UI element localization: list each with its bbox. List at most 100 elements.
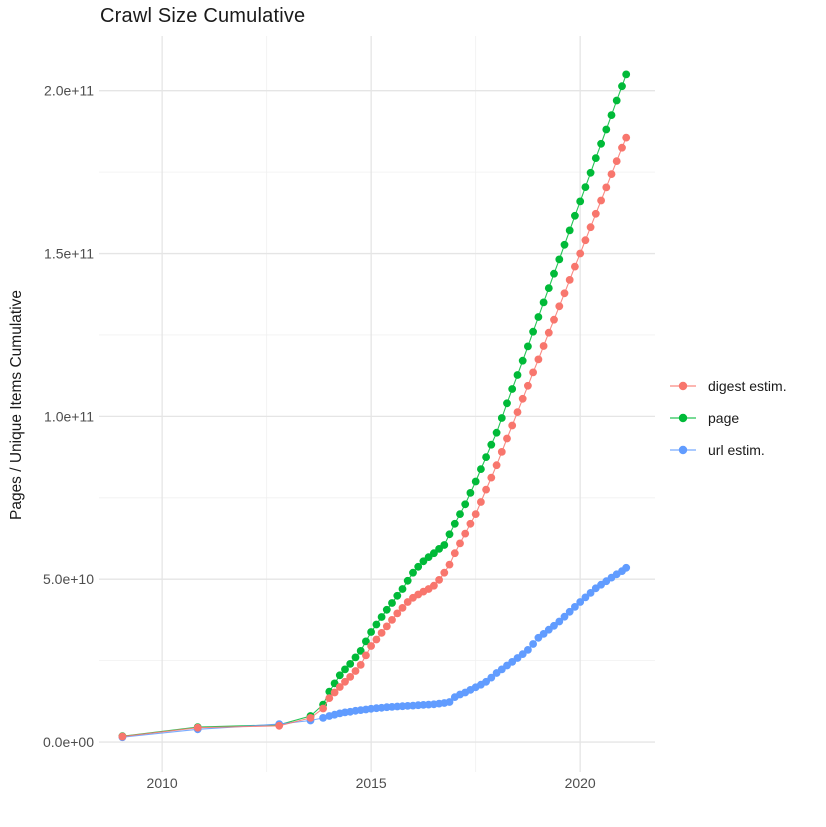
data-point — [335, 683, 344, 691]
data-point — [576, 197, 585, 206]
data-point — [430, 549, 438, 558]
y-axis-title: Pages / Unique Items Cumulative — [8, 289, 25, 521]
data-point — [319, 714, 327, 722]
data-point — [471, 477, 480, 486]
data-point — [518, 356, 527, 365]
data-point — [550, 269, 558, 278]
y-tick-label: 5.0e+10 — [43, 571, 94, 587]
data-point — [550, 315, 558, 324]
data-point — [571, 211, 579, 220]
series-url-estim — [118, 563, 631, 742]
data-point — [330, 688, 339, 697]
data-point — [403, 576, 412, 585]
data-point — [456, 539, 464, 548]
legend-key-icon — [670, 381, 696, 391]
data-point — [529, 368, 537, 377]
data-point — [539, 342, 548, 350]
data-point — [477, 498, 485, 506]
data-point — [377, 629, 386, 637]
data-point — [555, 255, 564, 264]
data-point — [487, 673, 496, 682]
data-point — [471, 510, 480, 518]
legend-item-page: page — [668, 408, 787, 428]
data-point — [565, 607, 574, 616]
data-point — [618, 143, 626, 152]
data-point — [450, 549, 459, 558]
data-point — [382, 622, 391, 631]
data-point — [534, 313, 543, 321]
data-point — [367, 642, 375, 650]
data-point — [497, 414, 506, 422]
data-point — [346, 673, 355, 681]
data-point — [524, 342, 532, 351]
data-point — [482, 677, 490, 686]
data-point — [346, 660, 355, 668]
data-point — [503, 399, 511, 408]
data-point — [335, 671, 344, 680]
data-point — [445, 530, 454, 539]
data-point — [597, 139, 605, 148]
data-point — [612, 96, 621, 105]
data-point — [544, 284, 553, 292]
data-point — [487, 440, 496, 449]
data-point — [341, 665, 349, 674]
data-point — [565, 276, 574, 284]
data-point — [440, 568, 449, 577]
data-point — [325, 694, 334, 702]
y-tick-label: 1.5e+11 — [44, 246, 94, 262]
data-point — [445, 560, 454, 569]
data-point — [612, 157, 621, 166]
data-point — [565, 226, 574, 235]
data-point — [586, 223, 595, 232]
data-point — [550, 621, 558, 630]
data-point — [487, 473, 496, 482]
data-point — [524, 381, 532, 390]
y-tick-label: 1.0e+11 — [44, 408, 94, 424]
data-point — [581, 183, 590, 192]
data-point — [482, 485, 490, 494]
data-point — [306, 714, 315, 722]
x-tick-label: 2010 — [147, 775, 178, 791]
data-point — [602, 125, 611, 134]
data-point — [524, 646, 532, 654]
legend: digest estim. page url estim. — [668, 376, 787, 472]
data-point — [356, 661, 365, 669]
legend-label: page — [708, 410, 740, 426]
y-tick-labels: 0.0e+00 5.0e+10 1.0e+11 1.5e+11 2.0e+11 — [43, 83, 94, 750]
data-point — [466, 489, 475, 497]
y-tick-label: 0.0e+00 — [43, 734, 94, 750]
data-point — [435, 576, 443, 584]
data-point — [403, 598, 412, 606]
data-point — [388, 599, 396, 607]
x-tick-label: 2020 — [565, 775, 596, 791]
data-point — [571, 603, 579, 611]
y-tick-label: 2.0e+11 — [44, 83, 94, 99]
data-point — [518, 650, 527, 658]
data-point — [607, 111, 616, 119]
series-digest-estim — [118, 133, 631, 741]
data-point — [466, 519, 475, 528]
data-point — [607, 170, 616, 179]
data-point — [409, 568, 417, 577]
data-point — [503, 434, 511, 443]
data-point — [508, 385, 517, 393]
data-point — [581, 236, 590, 245]
data-point — [539, 298, 548, 307]
data-point — [618, 82, 626, 91]
data-point — [555, 302, 564, 311]
data-point — [351, 653, 360, 662]
data-point — [430, 581, 438, 590]
legend-label: url estim. — [708, 442, 765, 458]
data-point — [393, 591, 402, 600]
data-point — [419, 557, 428, 566]
data-point — [576, 249, 585, 258]
data-point — [581, 593, 590, 602]
data-point — [118, 732, 127, 741]
data-point — [586, 168, 595, 177]
data-point — [597, 196, 605, 205]
data-point — [362, 637, 370, 646]
data-point — [602, 183, 611, 192]
data-point — [492, 461, 501, 470]
data-point — [341, 677, 349, 686]
data-point — [529, 640, 537, 648]
